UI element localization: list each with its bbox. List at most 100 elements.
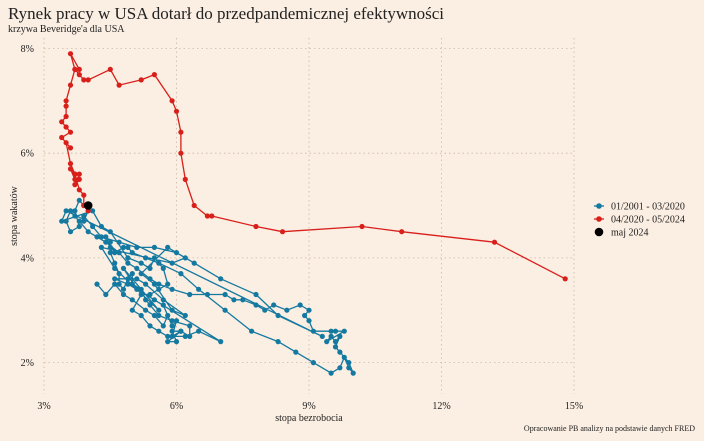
- data-point: [169, 318, 175, 324]
- data-point: [143, 297, 149, 303]
- data-point: [160, 265, 166, 271]
- data-point: [98, 234, 104, 240]
- data-point: [112, 276, 118, 282]
- data-point: [328, 328, 334, 334]
- data-point: [332, 328, 339, 334]
- data-point: [120, 291, 127, 298]
- data-point: [187, 333, 193, 339]
- data-point: [332, 339, 339, 345]
- data-point: [151, 244, 157, 250]
- data-point: [328, 333, 334, 339]
- chart-subtitle: krzywa Beveridge'a dla USA: [8, 24, 125, 35]
- data-point: [337, 365, 343, 371]
- data-point: [81, 218, 87, 224]
- data-point: [63, 113, 69, 120]
- data-point: [147, 302, 153, 308]
- data-point: [63, 103, 69, 109]
- data-point: [72, 66, 78, 72]
- data-point: [76, 171, 82, 177]
- series: [59, 51, 568, 376]
- series-line: [61, 199, 354, 374]
- data-point: [218, 339, 224, 345]
- y-tick-label: 8%: [21, 44, 34, 55]
- x-axis-label: stopa bezrobocia: [275, 413, 343, 424]
- data-point: [262, 307, 268, 313]
- data-point: [125, 260, 131, 266]
- data-point: [310, 360, 316, 366]
- data-point: [204, 291, 210, 298]
- data-point: [399, 229, 405, 235]
- data-point: [222, 291, 228, 298]
- data-point: [72, 176, 78, 182]
- data-point: [253, 223, 259, 230]
- data-point: [169, 98, 175, 104]
- data-point: [271, 302, 277, 308]
- data-point: [310, 328, 316, 334]
- data-point: [178, 129, 184, 135]
- x-tick-label: 3%: [37, 401, 50, 412]
- data-point: [332, 344, 339, 350]
- data-point: [67, 51, 74, 57]
- data-point: [337, 349, 343, 355]
- data-point: [306, 307, 312, 313]
- data-point: [129, 297, 135, 303]
- data-point: [562, 276, 568, 282]
- data-point: [297, 302, 303, 308]
- data-point: [138, 291, 144, 298]
- data-point: [173, 339, 180, 345]
- data-point: [67, 229, 74, 235]
- tick-labels: 3% 6% 9% 12% 15% 2% 4% 6% 8%: [21, 44, 584, 412]
- data-point: [275, 339, 281, 345]
- data-point: [182, 255, 188, 261]
- data-point: [147, 323, 153, 329]
- data-point: [151, 255, 157, 261]
- data-point: [138, 77, 144, 83]
- data-point: [98, 244, 104, 250]
- data-point: [173, 108, 180, 114]
- data-point: [138, 260, 144, 266]
- series-0: [59, 197, 356, 376]
- data-point: [169, 328, 175, 334]
- data-point: [240, 297, 246, 303]
- data-point: [191, 260, 197, 266]
- legend-item: maj 2024: [594, 228, 649, 239]
- data-point: [81, 192, 87, 198]
- data-point: [85, 77, 91, 83]
- data-point: [147, 265, 153, 271]
- data-point: [125, 244, 131, 250]
- data-point: [209, 213, 215, 219]
- data-point: [165, 312, 171, 319]
- data-point: [103, 239, 109, 245]
- y-tick-label: 4%: [21, 253, 34, 264]
- data-point: [125, 276, 131, 282]
- data-point: [169, 333, 175, 339]
- data-point: [134, 286, 140, 292]
- data-point: [151, 281, 157, 287]
- data-point: [169, 260, 175, 266]
- data-point: [196, 328, 202, 334]
- data-point: [63, 98, 69, 104]
- data-point: [275, 312, 281, 319]
- x-tick-label: 12%: [432, 401, 450, 412]
- data-point: [165, 339, 171, 345]
- data-point: [76, 223, 82, 230]
- data-point: [187, 291, 193, 298]
- data-point: [350, 370, 356, 376]
- data-point: [90, 208, 96, 214]
- data-point: [76, 218, 82, 224]
- data-point: [160, 297, 166, 303]
- data-point: [165, 281, 171, 287]
- data-point: [72, 171, 78, 177]
- data-point: [169, 286, 175, 292]
- data-point: [112, 250, 118, 256]
- legend-label: 04/2020 - 05/2024: [611, 215, 685, 226]
- data-point: [103, 291, 109, 298]
- data-point: [76, 187, 82, 193]
- data-point: [134, 244, 140, 250]
- data-point: [191, 202, 197, 209]
- data-point: [116, 82, 122, 88]
- data-point: [72, 208, 78, 214]
- data-point: [279, 229, 286, 235]
- data-point: [147, 291, 153, 298]
